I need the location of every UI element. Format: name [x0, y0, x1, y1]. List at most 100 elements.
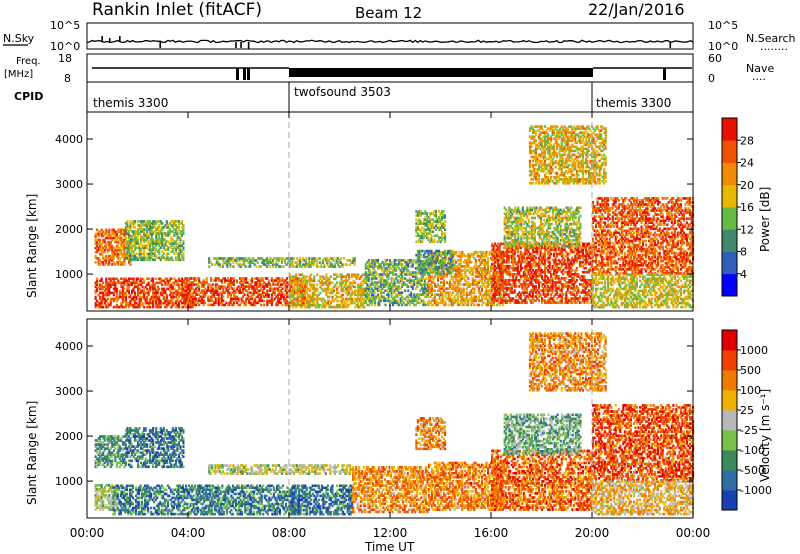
power-cell-570 — [94, 261, 97, 264]
power-cell-606 — [99, 244, 102, 248]
power-cell-37 — [100, 297, 103, 301]
power-cell-303 — [146, 277, 149, 281]
power-cell-600 — [97, 230, 100, 234]
power-cell-1764 — [269, 283, 272, 286]
power-heatmap — [94, 125, 695, 309]
power-cell-1962 — [208, 257, 211, 260]
power-cell-27 — [99, 295, 102, 299]
power-cell-92 — [109, 291, 112, 295]
power-cell-595 — [97, 246, 100, 250]
power-cell-2001 — [232, 265, 235, 268]
power-cell-4912 — [550, 252, 553, 256]
power-cell-621 — [102, 261, 105, 264]
power-cell-2 — [94, 301, 97, 305]
power-cell-4148 — [434, 210, 437, 213]
power-cell-165 — [123, 293, 126, 297]
power-cell-2207 — [343, 257, 346, 260]
power-cell-633 — [103, 250, 106, 254]
power-cell-263 — [138, 279, 141, 283]
power-cell-2907 — [386, 259, 389, 262]
power-cell-139 — [118, 289, 121, 293]
power-cell-655 — [106, 236, 109, 240]
power-cell-339 — [152, 283, 155, 287]
nave-dots: .... — [752, 70, 766, 83]
power-cell-462 — [173, 281, 176, 285]
power-cell-4197 — [444, 224, 447, 227]
power-cell-299 — [146, 295, 149, 299]
power-cell-397 — [162, 297, 165, 301]
power-cell-217 — [132, 303, 135, 307]
power-cell-76 — [106, 285, 109, 289]
power-cell-70 — [106, 301, 109, 305]
power-cell-8 — [94, 283, 97, 287]
power-cell-416 — [165, 295, 168, 299]
power-cell-4470 — [513, 289, 516, 292]
power-cell-23 — [99, 305, 102, 309]
power-cell-250 — [137, 285, 140, 289]
power-cell-102 — [112, 305, 115, 309]
power-cell-601 — [99, 263, 102, 266]
power-cell-479 — [176, 283, 179, 287]
power-cell-458 — [173, 295, 176, 299]
power-cell-3610 — [461, 273, 464, 276]
power-cell-485 — [177, 295, 180, 299]
power-cell-3324 — [433, 289, 436, 292]
power-cell-244 — [137, 305, 140, 309]
power-cell-58 — [103, 285, 106, 289]
power-cell-352 — [155, 303, 158, 307]
power-cell-2310 — [301, 287, 304, 291]
power-cell-243 — [135, 277, 138, 281]
cpid-segment-3: themis 3300 — [596, 96, 671, 110]
power-cell-571 — [94, 257, 97, 260]
power-cell-644 — [105, 244, 108, 248]
power-cell-288 — [143, 281, 146, 285]
power-cell-2813 — [375, 271, 378, 274]
power-cell-294 — [144, 285, 147, 289]
power-cell-231 — [134, 293, 137, 297]
power-cell-67 — [105, 279, 108, 283]
power-cell-370 — [156, 281, 159, 285]
power-cell-472 — [176, 305, 179, 309]
power-cell-247 — [137, 291, 140, 295]
power-cell-35 — [100, 301, 103, 305]
power-cell-3875 — [487, 257, 490, 260]
power-cell-434 — [168, 283, 171, 287]
power-cell-208 — [129, 277, 132, 281]
power-cell-281 — [143, 305, 146, 309]
power-cell-594 — [97, 248, 100, 252]
power-cell-68 — [105, 277, 108, 281]
power-cell-2995 — [396, 299, 399, 303]
power-cell-470 — [174, 281, 177, 285]
power-cell-147 — [120, 283, 123, 287]
power-cell-1996 — [229, 263, 232, 266]
power-cell-611 — [100, 261, 103, 264]
power-cell-587 — [96, 238, 99, 242]
power-cell-430 — [168, 299, 171, 303]
power-cell-181 — [124, 277, 127, 281]
power-cell-177 — [124, 295, 127, 299]
power-cell-612 — [100, 252, 103, 256]
power-cell-529 — [185, 305, 188, 309]
power-cell-501 — [180, 297, 183, 301]
power-cell-66 — [105, 281, 108, 285]
power-cell-3698 — [470, 261, 473, 264]
power-cell-637 — [103, 238, 106, 242]
power-cell-94 — [109, 283, 112, 287]
power-cell-475 — [176, 297, 179, 301]
power-cell-4 — [94, 295, 97, 299]
power-cell-316 — [149, 297, 152, 301]
power-cell-510 — [180, 279, 183, 283]
power-cell-79 — [108, 303, 111, 307]
power-cell-255 — [138, 301, 141, 305]
power-cell-491 — [177, 279, 180, 283]
power-cell-2413 — [316, 273, 319, 276]
power-cell-623 — [102, 254, 105, 258]
power-cell-210 — [130, 297, 133, 301]
power-cell-2044 — [256, 261, 259, 264]
power-cell-614 — [100, 248, 103, 252]
power-cell-6 — [94, 289, 97, 293]
power-cell-388 — [159, 277, 162, 281]
power-cell-390 — [161, 293, 164, 297]
power-cell-275 — [141, 295, 144, 299]
power-cell-248 — [137, 289, 140, 293]
